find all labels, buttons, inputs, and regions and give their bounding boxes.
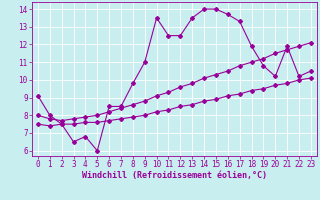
- X-axis label: Windchill (Refroidissement éolien,°C): Windchill (Refroidissement éolien,°C): [82, 171, 267, 180]
